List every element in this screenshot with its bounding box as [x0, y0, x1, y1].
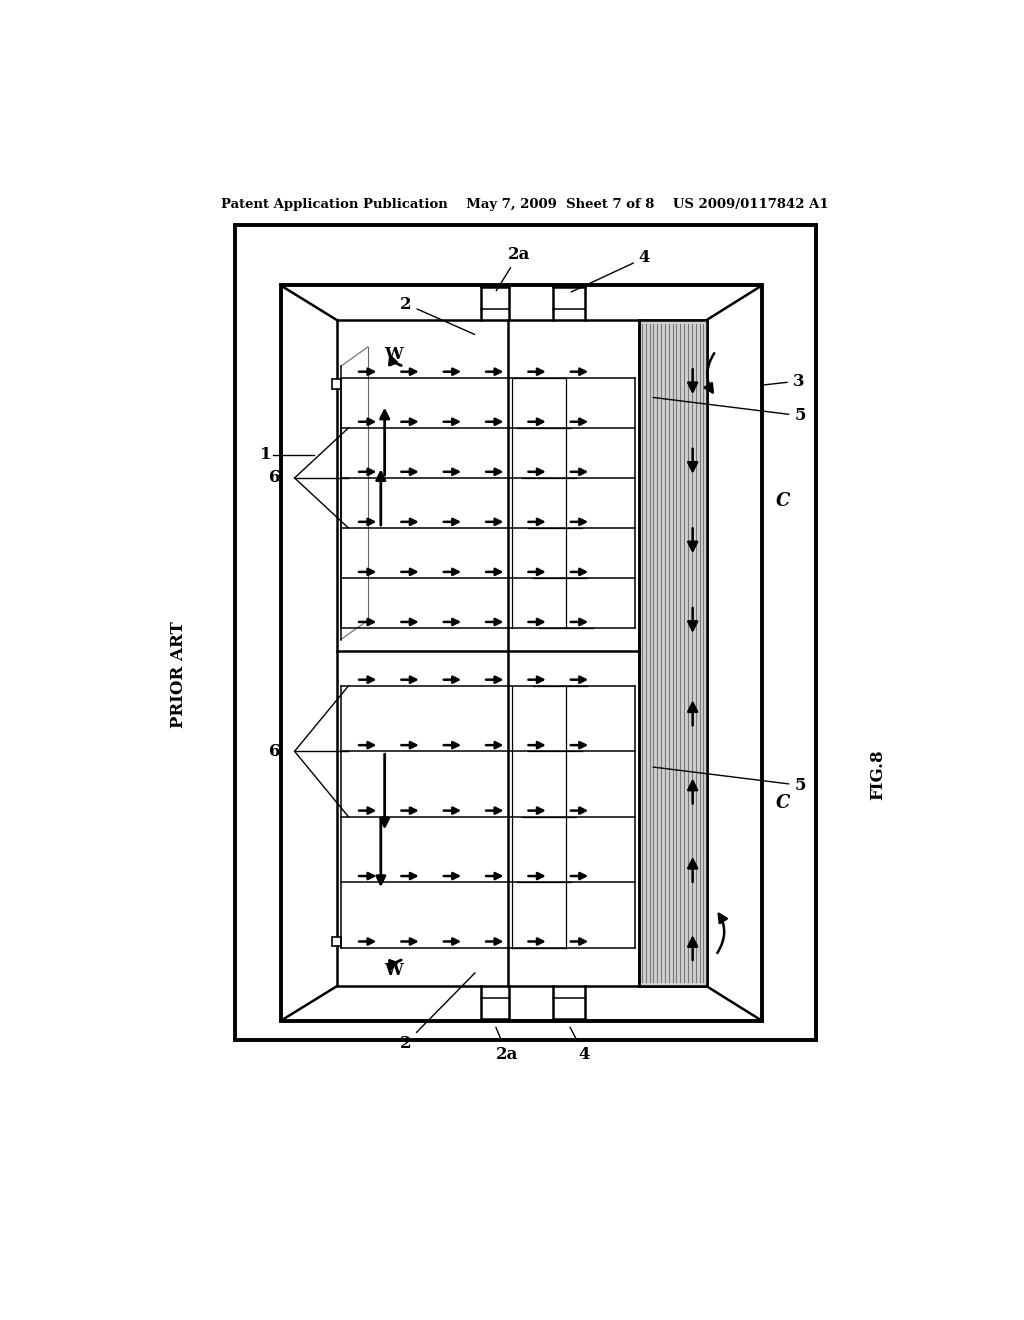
Text: 3: 3 — [761, 372, 805, 389]
Text: 1: 1 — [260, 446, 271, 463]
Text: FIG.8: FIG.8 — [869, 748, 886, 800]
Text: 2: 2 — [400, 296, 474, 334]
Text: W: W — [385, 346, 403, 363]
Text: Patent Application Publication    May 7, 2009  Sheet 7 of 8    US 2009/0117842 A: Patent Application Publication May 7, 20… — [221, 198, 828, 211]
Text: 2a: 2a — [496, 1027, 519, 1064]
Text: PRIOR ART: PRIOR ART — [170, 620, 186, 727]
Text: 4: 4 — [571, 249, 650, 292]
Text: 2: 2 — [400, 973, 475, 1052]
Bar — [337, 321, 707, 986]
Text: 6: 6 — [269, 470, 281, 487]
Text: 5: 5 — [653, 767, 806, 793]
Bar — [234, 226, 816, 1040]
Text: 4: 4 — [570, 1027, 590, 1064]
Text: C: C — [776, 793, 791, 812]
Text: 6: 6 — [269, 743, 281, 760]
Bar — [281, 285, 762, 1020]
Bar — [332, 379, 341, 388]
Bar — [332, 937, 341, 946]
Text: W: W — [385, 962, 403, 979]
Text: 2a: 2a — [497, 246, 530, 290]
Text: 5: 5 — [653, 397, 806, 424]
Text: C: C — [776, 492, 791, 510]
Bar — [639, 321, 707, 986]
